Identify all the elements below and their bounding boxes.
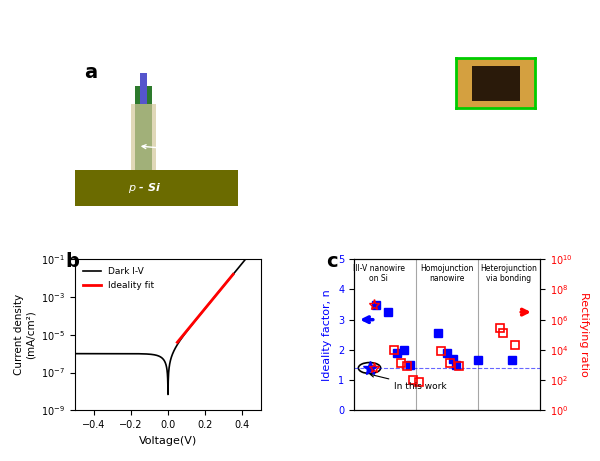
Ideality fit: [225, 277, 232, 283]
Ideality fit: [184, 326, 191, 332]
Y-axis label: Rectifying ratio: Rectifying ratio: [579, 292, 589, 377]
Ideality fit: [227, 275, 234, 281]
Text: TCO: TCO: [151, 71, 257, 84]
FancyBboxPatch shape: [136, 86, 152, 170]
Text: Heterojunction
via bonding: Heterojunction via bonding: [481, 264, 538, 283]
Text: b: b: [66, 252, 80, 271]
Ideality fit: [174, 340, 181, 345]
Ideality fit: [229, 272, 236, 277]
Y-axis label: Ideality factor, n: Ideality factor, n: [322, 289, 332, 381]
FancyBboxPatch shape: [131, 104, 157, 170]
Text: 5 µm: 5 µm: [470, 183, 493, 192]
Dark I-V: [162, 361, 169, 366]
Text: III-V nanowire
on Si: III-V nanowire on Si: [353, 264, 405, 283]
X-axis label: Voltage(V): Voltage(V): [139, 436, 197, 446]
Text: Homojunction
nanowire: Homojunction nanowire: [421, 264, 473, 283]
Text: In this work: In this work: [370, 373, 447, 391]
Y-axis label: Current density
(mA/cm²): Current density (mA/cm²): [14, 294, 36, 375]
Ideality fit: [187, 324, 194, 329]
Ideality fit: [207, 299, 214, 305]
Line: Ideality fit: Ideality fit: [178, 274, 233, 343]
Dark I-V: [164, 392, 172, 397]
FancyBboxPatch shape: [140, 73, 147, 104]
Dark I-V: [81, 351, 88, 356]
Dark I-V: [218, 286, 225, 291]
Text: c: c: [326, 252, 338, 271]
FancyBboxPatch shape: [75, 170, 238, 207]
Dark I-V: [257, 237, 265, 243]
Dark I-V: [252, 244, 259, 249]
Dark I-V: [157, 354, 164, 360]
Text: BCB: BCB: [161, 114, 258, 126]
Text: $p$ - Si: $p$ - Si: [128, 181, 161, 195]
Line: Dark I-V: Dark I-V: [75, 240, 261, 395]
Legend: Dark I-V, Ideality fit: Dark I-V, Ideality fit: [80, 264, 158, 294]
Dark I-V: [252, 244, 259, 250]
Dark I-V: [71, 351, 79, 356]
Ideality fit: [202, 305, 209, 310]
Text: $n$ - InAs$_y$P$_{1-y}$: $n$ - InAs$_y$P$_{1-y}$: [142, 145, 280, 163]
Text: a: a: [84, 63, 97, 82]
